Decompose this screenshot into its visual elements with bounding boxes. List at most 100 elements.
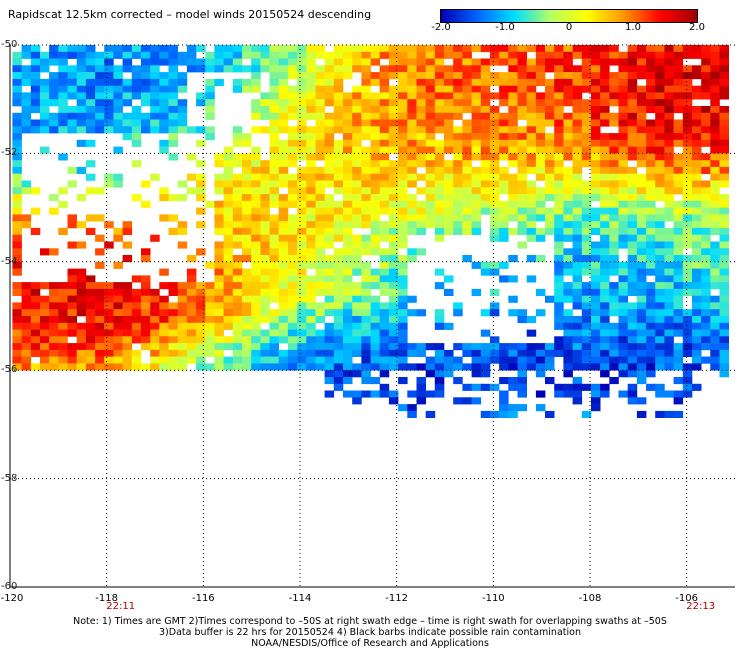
heatmap-cell	[287, 85, 298, 93]
heatmap-cell	[306, 309, 316, 317]
heatmap-cell	[673, 282, 684, 290]
heatmap-cell	[150, 45, 160, 53]
heatmap-cell	[232, 295, 243, 303]
heatmap-cell	[636, 92, 647, 100]
heatmap-cell	[352, 126, 362, 134]
heatmap-cell	[618, 72, 628, 80]
heatmap-cell	[398, 119, 408, 127]
x-tick-label: -110	[481, 593, 505, 604]
heatmap-cell	[554, 302, 564, 310]
heatmap-cell	[269, 92, 279, 100]
heatmap-cell	[95, 51, 105, 59]
heatmap-cell	[655, 295, 665, 303]
heatmap-cell	[333, 85, 344, 93]
heatmap-cell	[471, 363, 482, 371]
heatmap-cell	[324, 329, 335, 337]
heatmap-cell	[453, 65, 463, 73]
heatmap-cell	[104, 295, 114, 303]
heatmap-cell	[480, 363, 491, 371]
heatmap-cell	[444, 221, 454, 229]
heatmap-cell	[609, 255, 619, 263]
heatmap-cell	[141, 126, 151, 134]
heatmap-cell	[232, 51, 243, 59]
heatmap-cell	[287, 194, 298, 202]
heatmap-cell	[563, 261, 573, 269]
heatmap-cell	[618, 146, 628, 154]
heatmap-cell	[260, 207, 270, 215]
heatmap-cell	[535, 390, 546, 398]
heatmap-cell	[618, 241, 628, 249]
heatmap-cell	[471, 72, 482, 80]
heatmap-cell	[434, 322, 445, 330]
heatmap-cell	[379, 200, 390, 208]
heatmap-cell	[572, 356, 583, 364]
heatmap-cell	[572, 119, 583, 127]
heatmap-cell	[333, 126, 344, 134]
heatmap-cell	[682, 133, 693, 141]
heatmap-cell	[499, 227, 509, 235]
heatmap-cell	[609, 166, 619, 174]
heatmap-cell	[526, 200, 537, 208]
heatmap-cell	[499, 133, 509, 141]
heatmap-cell	[95, 349, 105, 357]
heatmap-cell	[581, 309, 592, 317]
heatmap-cell	[600, 133, 610, 141]
heatmap-cell	[627, 261, 638, 269]
heatmap-cell	[76, 343, 87, 351]
heatmap-cell	[646, 255, 656, 263]
heatmap-cell	[67, 65, 77, 73]
heatmap-cell	[655, 119, 665, 127]
heatmap-cell	[673, 349, 684, 357]
heatmap-cell	[462, 126, 472, 134]
heatmap-cell	[508, 187, 518, 195]
heatmap-cell	[425, 65, 436, 73]
heatmap-cell	[499, 343, 509, 351]
heatmap-cell	[324, 261, 335, 269]
heatmap-cell	[131, 119, 142, 127]
heatmap-cell	[453, 72, 463, 80]
heatmap-cell	[361, 173, 371, 181]
heatmap-cell	[113, 363, 123, 371]
heatmap-cell	[609, 363, 619, 371]
heatmap-cell	[444, 139, 454, 147]
heatmap-cell	[343, 343, 353, 351]
heatmap-cell	[572, 146, 583, 154]
heatmap-cell	[223, 58, 234, 66]
heatmap-cell	[388, 316, 399, 324]
heatmap-cell	[297, 248, 307, 256]
heatmap-cell	[591, 92, 601, 100]
heatmap-cell	[618, 194, 628, 202]
heatmap-cell	[545, 106, 555, 114]
heatmap-cell	[627, 397, 638, 405]
heatmap-cell	[591, 78, 601, 86]
heatmap-cell	[434, 180, 445, 188]
heatmap-cell	[352, 112, 362, 120]
heatmap-cell	[379, 166, 390, 174]
heatmap-cell	[719, 72, 729, 80]
heatmap-cell	[297, 282, 307, 290]
heatmap-cell	[150, 363, 160, 371]
heatmap-cell	[434, 214, 445, 222]
heatmap-cell	[627, 214, 638, 222]
heatmap-cell	[398, 363, 408, 371]
heatmap-cell	[251, 214, 261, 222]
heatmap-cell	[591, 119, 601, 127]
heatmap-cell	[30, 288, 41, 296]
heatmap-cell	[343, 126, 353, 134]
heatmap-cell	[214, 343, 224, 351]
heatmap-cell	[214, 187, 224, 195]
heatmap-cell	[388, 234, 399, 242]
heatmap-cell	[306, 51, 316, 59]
heatmap-cell	[177, 99, 188, 107]
heatmap-cell	[701, 187, 711, 195]
heatmap-cell	[85, 65, 96, 73]
heatmap-cell	[287, 133, 298, 141]
heatmap-cell	[664, 85, 674, 93]
heatmap-cell	[710, 85, 720, 93]
y-tick-label: -52	[1, 147, 18, 159]
heatmap-cell	[692, 119, 702, 127]
heatmap-cell	[471, 58, 482, 66]
heatmap-cell	[682, 214, 693, 222]
heatmap-cell	[306, 288, 316, 296]
heatmap-cell	[701, 207, 711, 215]
